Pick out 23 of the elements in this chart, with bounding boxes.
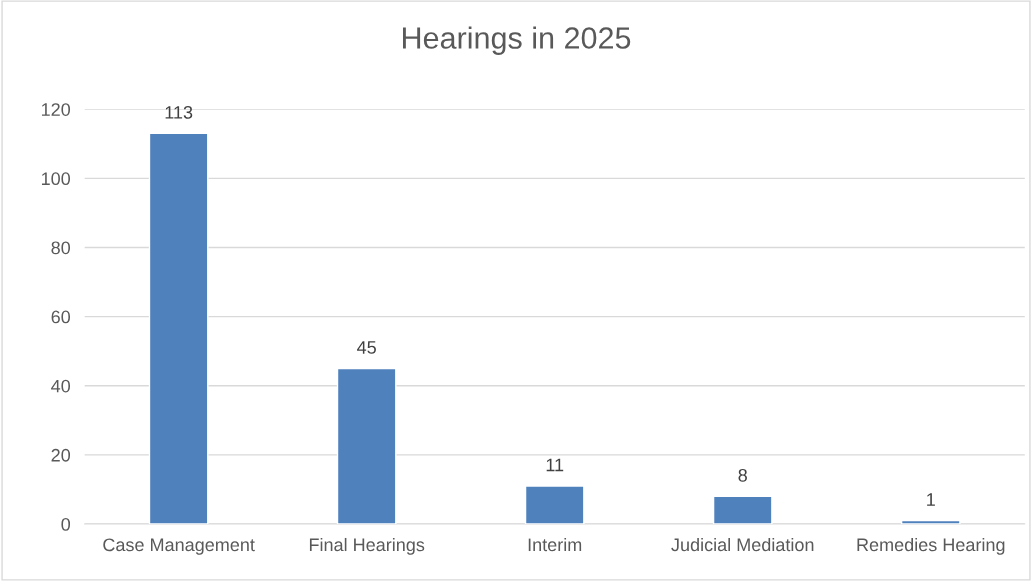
data-label: 113	[165, 105, 193, 119]
bar	[336, 367, 397, 525]
bar	[148, 132, 209, 525]
y-tick-label: 120	[41, 103, 71, 116]
y-tick-label: 0	[61, 518, 71, 531]
data-label: 45	[357, 341, 376, 354]
x-tick-label: Final Hearings	[309, 537, 425, 555]
y-tick-label: 100	[41, 172, 71, 186]
y-tick-label: 80	[51, 241, 71, 255]
data-label: 8	[738, 468, 747, 482]
chart-title: Hearings in 2025	[403, 26, 631, 55]
bar	[712, 495, 773, 525]
x-tick-label: Interim	[528, 537, 582, 552]
data-label: 1	[927, 493, 935, 506]
y-tick-label: 60	[51, 310, 71, 324]
bar	[524, 485, 585, 525]
y-tick-label: 20	[51, 448, 71, 462]
bar	[900, 519, 961, 525]
x-tick-label: Case Management	[103, 538, 255, 555]
y-tick-label: 40	[51, 379, 71, 393]
x-tick-label: Remedies Hearing	[857, 537, 1005, 555]
x-tick-label: Judicial Mediation	[671, 537, 814, 552]
data-label: 11	[546, 458, 564, 472]
